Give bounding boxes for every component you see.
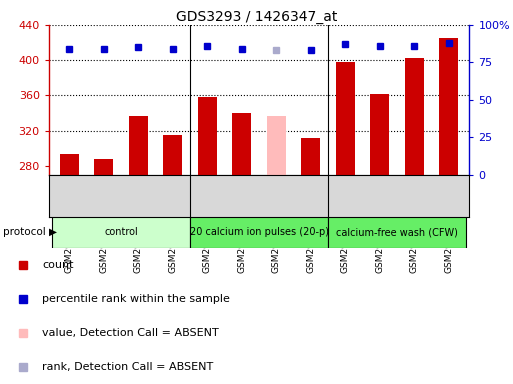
Text: value, Detection Call = ABSENT: value, Detection Call = ABSENT bbox=[42, 328, 219, 338]
Text: rank, Detection Call = ABSENT: rank, Detection Call = ABSENT bbox=[42, 362, 213, 372]
Bar bbox=[370, 94, 389, 175]
Bar bbox=[336, 62, 355, 175]
Bar bbox=[163, 135, 182, 175]
Text: percentile rank within the sample: percentile rank within the sample bbox=[42, 294, 230, 304]
Bar bbox=[60, 154, 79, 175]
Bar bbox=[198, 97, 217, 175]
Text: GDS3293 / 1426347_at: GDS3293 / 1426347_at bbox=[176, 10, 337, 23]
Text: count: count bbox=[42, 260, 74, 270]
Bar bbox=[328, 217, 466, 248]
Bar bbox=[439, 38, 458, 175]
Bar bbox=[232, 113, 251, 175]
Bar bbox=[94, 159, 113, 175]
Text: calcium-free wash (CFW): calcium-free wash (CFW) bbox=[336, 227, 458, 237]
Text: protocol ▶: protocol ▶ bbox=[3, 227, 56, 237]
Bar bbox=[267, 116, 286, 175]
Bar bbox=[190, 217, 328, 248]
Bar bbox=[129, 116, 148, 175]
Bar bbox=[52, 217, 190, 248]
Bar bbox=[301, 138, 320, 175]
Text: control: control bbox=[104, 227, 138, 237]
Bar bbox=[405, 58, 424, 175]
Text: 20 calcium ion pulses (20-p): 20 calcium ion pulses (20-p) bbox=[190, 227, 328, 237]
